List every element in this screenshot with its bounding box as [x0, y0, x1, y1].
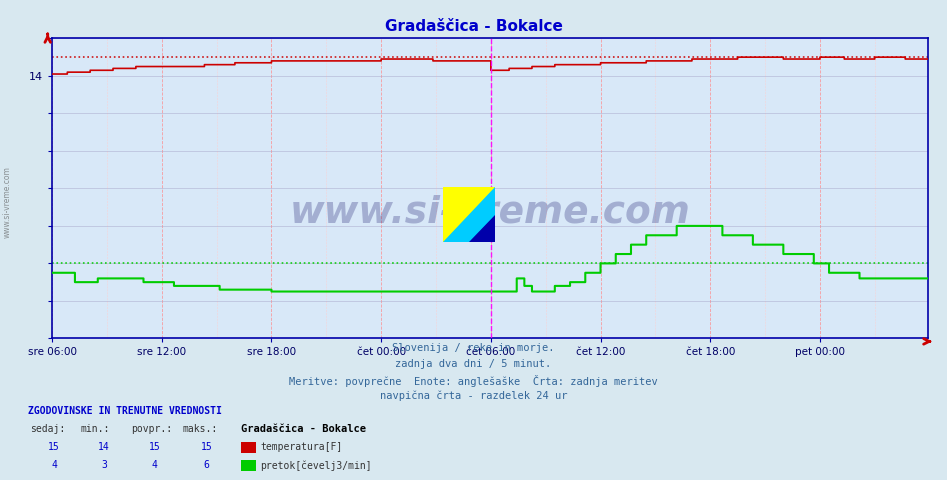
Text: navpična črta - razdelek 24 ur: navpična črta - razdelek 24 ur: [380, 391, 567, 401]
Text: www.si-vreme.com: www.si-vreme.com: [290, 194, 690, 230]
Polygon shape: [470, 215, 495, 242]
Text: Gradaščica - Bokalce: Gradaščica - Bokalce: [241, 424, 366, 434]
Text: 3: 3: [101, 460, 107, 470]
Text: 15: 15: [48, 442, 60, 452]
Text: www.si-vreme.com: www.si-vreme.com: [3, 166, 12, 238]
Text: Gradaščica - Bokalce: Gradaščica - Bokalce: [384, 19, 563, 34]
Text: zadnja dva dni / 5 minut.: zadnja dva dni / 5 minut.: [396, 359, 551, 369]
Text: min.:: min.:: [80, 424, 110, 434]
Text: 4: 4: [152, 460, 157, 470]
Text: temperatura[F]: temperatura[F]: [260, 442, 343, 452]
Text: 15: 15: [149, 442, 160, 452]
Text: Meritve: povprečne  Enote: anglešaške  Črta: zadnja meritev: Meritve: povprečne Enote: anglešaške Črt…: [289, 375, 658, 387]
Text: ZGODOVINSKE IN TRENUTNE VREDNOSTI: ZGODOVINSKE IN TRENUTNE VREDNOSTI: [28, 406, 223, 416]
Text: povpr.:: povpr.:: [131, 424, 171, 434]
Text: 15: 15: [201, 442, 212, 452]
Text: 14: 14: [98, 442, 110, 452]
Polygon shape: [443, 187, 495, 242]
Text: maks.:: maks.:: [183, 424, 218, 434]
Text: 6: 6: [204, 460, 209, 470]
Text: pretok[čevelj3/min]: pretok[čevelj3/min]: [260, 460, 372, 471]
Text: sedaj:: sedaj:: [30, 424, 65, 434]
Text: Slovenija / reke in morje.: Slovenija / reke in morje.: [392, 343, 555, 353]
Polygon shape: [443, 187, 495, 242]
Text: 4: 4: [51, 460, 57, 470]
